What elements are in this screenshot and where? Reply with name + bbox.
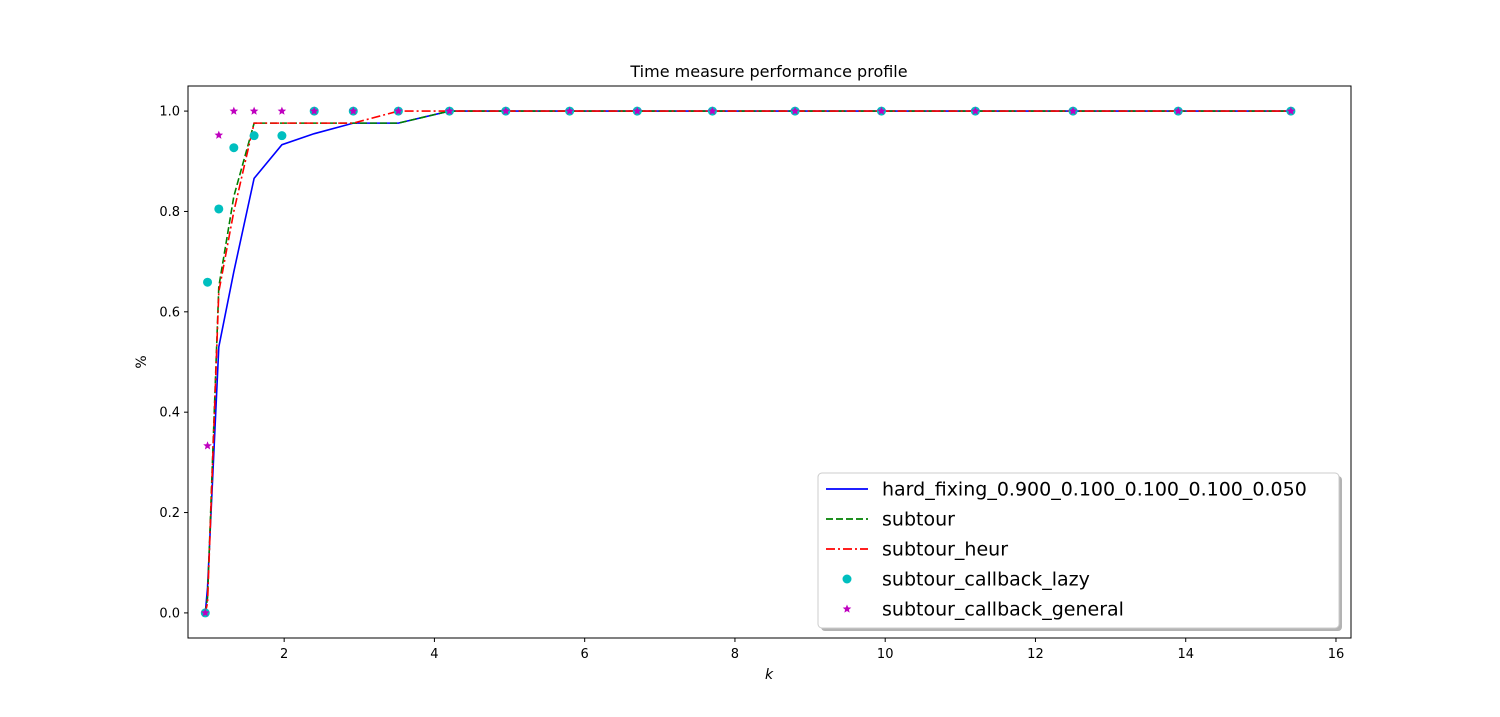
y-tick-label: 0.4 [159,406,180,421]
lazy-point-1 [203,277,213,287]
series-line-1 [204,110,1291,614]
general-point-10 [501,106,511,115]
general-point-7 [349,106,358,115]
legend-handle [842,574,852,584]
x-tick-label: 16 [1328,647,1345,662]
legend-handle [842,604,852,613]
legend-entry-0: hard_fixing_0.900_0.100_0.100_0.100_0.05… [882,479,1307,501]
lazy-point-2 [214,204,224,214]
x-tick-label: 2 [280,647,288,662]
legend-entry-3: subtour_callback_lazy [882,569,1090,591]
y-tick-label: 0.6 [159,305,180,320]
legend-box [817,472,1340,629]
general-point-16 [971,106,980,115]
legend-entry-1: subtour [882,509,955,531]
y-tick-label: 1.0 [159,105,180,120]
x-tick-label: 8 [731,647,739,662]
general-point-8 [394,106,403,115]
x-axis-label: k [765,667,774,683]
x-tick-label: 14 [1177,647,1194,662]
axes-frame [187,85,1352,639]
general-point-1 [203,441,212,450]
general-point-4 [249,106,259,115]
general-point-0 [201,608,210,617]
chart-title: Time measure performance profile [629,62,907,81]
general-point-14 [790,106,800,115]
x-tick-label: 12 [1027,647,1044,662]
general-point-5 [277,106,287,115]
lazy-point-5 [277,131,287,141]
x-tick-label: 6 [581,647,589,662]
general-point-13 [708,106,717,115]
general-point-9 [445,106,454,115]
lazy-point-3 [229,143,239,153]
axis-ticks: 2 4 6 8 10 12 14 16 0.0 0.2 0.4 0.6 0.8 1.0 [159,105,1344,662]
general-point-15 [877,106,886,115]
y-tick-label: 0.2 [159,506,180,521]
general-point-11 [565,106,574,115]
general-point-19 [1286,106,1296,115]
y-tick-label: 0.0 [159,606,180,621]
general-point-12 [632,106,642,115]
x-tick-label: 10 [877,647,894,662]
general-point-3 [229,106,239,115]
lazy-point-4 [249,131,259,141]
legend: hard_fixing_0.900_0.100_0.100_0.100_0.05… [817,472,1342,631]
legend-entry-4: subtour_callback_general [882,599,1124,621]
legend-entry-2: subtour_heur [882,539,1008,561]
y-axis-label: % [134,355,150,368]
general-point-17 [1068,106,1078,115]
series-line-2 [204,110,1291,614]
general-point-6 [309,106,319,115]
general-point-18 [1173,106,1183,115]
plot-area [200,106,1296,618]
x-tick-label: 4 [430,647,438,662]
general-point-2 [214,130,224,139]
y-tick-label: 0.8 [159,205,180,220]
